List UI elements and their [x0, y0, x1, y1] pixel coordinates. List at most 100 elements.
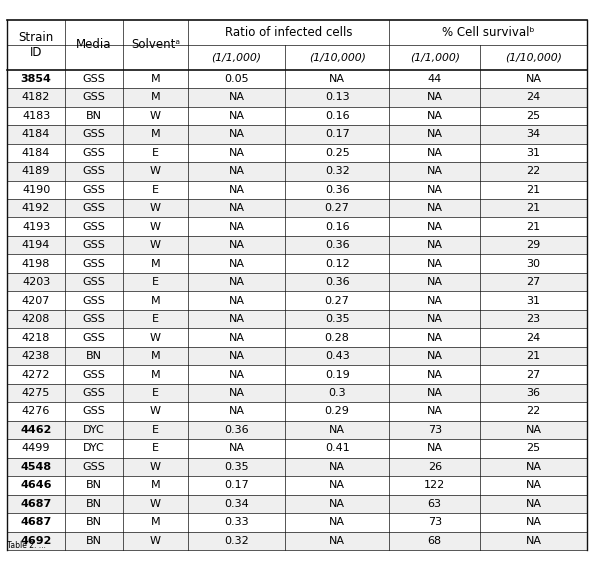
Text: NA: NA: [426, 370, 443, 379]
Text: GSS: GSS: [83, 185, 106, 195]
Text: 0.34: 0.34: [224, 499, 249, 509]
Text: NA: NA: [526, 536, 542, 546]
Text: % Cell survivalᵇ: % Cell survivalᵇ: [442, 26, 534, 39]
Text: 0.19: 0.19: [325, 370, 349, 379]
Text: NA: NA: [426, 129, 443, 139]
Text: 0.16: 0.16: [325, 222, 349, 232]
Text: NA: NA: [228, 240, 244, 250]
Text: NA: NA: [426, 407, 443, 416]
Text: BN: BN: [86, 536, 102, 546]
Text: E: E: [152, 443, 159, 454]
Text: M: M: [150, 480, 160, 490]
Text: GSS: GSS: [83, 222, 106, 232]
Bar: [7, 328, 587, 347]
Text: Table 2. ...: Table 2. ...: [7, 541, 46, 550]
Text: Solventᵃ: Solventᵃ: [131, 39, 180, 51]
Text: 0.05: 0.05: [224, 74, 249, 84]
Text: 4548: 4548: [21, 462, 52, 472]
Text: GSS: GSS: [83, 259, 106, 269]
Text: 0.36: 0.36: [224, 425, 249, 435]
Text: M: M: [150, 351, 160, 361]
Text: GSS: GSS: [83, 333, 106, 342]
Text: GSS: GSS: [83, 129, 106, 139]
Text: 27: 27: [526, 370, 541, 379]
Text: 0.12: 0.12: [325, 259, 349, 269]
Text: NA: NA: [426, 314, 443, 324]
Text: 4194: 4194: [22, 240, 50, 250]
Text: 0.35: 0.35: [224, 462, 249, 472]
Text: 4184: 4184: [22, 129, 50, 139]
Text: NA: NA: [228, 92, 244, 103]
Text: GSS: GSS: [83, 407, 106, 416]
Text: 4646: 4646: [20, 480, 52, 490]
Text: GSS: GSS: [83, 295, 106, 306]
Text: BN: BN: [86, 517, 102, 527]
Text: 22: 22: [526, 166, 541, 176]
Bar: [7, 273, 587, 291]
Text: NA: NA: [228, 407, 244, 416]
Text: M: M: [150, 259, 160, 269]
Text: M: M: [150, 295, 160, 306]
Text: NA: NA: [426, 333, 443, 342]
Text: 0.16: 0.16: [325, 111, 349, 121]
Text: 31: 31: [526, 148, 541, 158]
Text: E: E: [152, 425, 159, 435]
Text: NA: NA: [526, 462, 542, 472]
Text: DYC: DYC: [83, 443, 105, 454]
Text: 21: 21: [526, 185, 541, 195]
Text: NA: NA: [426, 185, 443, 195]
Text: 0.32: 0.32: [325, 166, 349, 176]
Text: M: M: [150, 517, 160, 527]
Bar: [7, 347, 587, 365]
Bar: [7, 439, 587, 458]
Text: GSS: GSS: [83, 203, 106, 213]
Text: NA: NA: [426, 111, 443, 121]
Text: GSS: GSS: [83, 92, 106, 103]
Text: 4189: 4189: [22, 166, 50, 176]
Text: NA: NA: [228, 333, 244, 342]
Bar: [7, 458, 587, 476]
Text: 4275: 4275: [22, 388, 50, 398]
Text: BN: BN: [86, 499, 102, 509]
Text: NA: NA: [228, 185, 244, 195]
Text: 0.3: 0.3: [328, 388, 346, 398]
Text: BN: BN: [86, 351, 102, 361]
Text: 4238: 4238: [22, 351, 50, 361]
Bar: [7, 365, 587, 384]
Bar: [7, 180, 587, 199]
Text: W: W: [150, 407, 161, 416]
Text: 0.36: 0.36: [325, 240, 349, 250]
Text: W: W: [150, 222, 161, 232]
Text: GSS: GSS: [83, 74, 106, 84]
Text: 31: 31: [526, 295, 541, 306]
Bar: [7, 291, 587, 310]
Text: 4218: 4218: [22, 333, 50, 342]
Text: W: W: [150, 536, 161, 546]
Text: E: E: [152, 388, 159, 398]
Text: 4207: 4207: [22, 295, 50, 306]
Bar: [7, 70, 587, 88]
Text: 4198: 4198: [22, 259, 50, 269]
Bar: [7, 310, 587, 328]
Bar: [7, 218, 587, 236]
Text: 122: 122: [424, 480, 446, 490]
Text: (1/10,000): (1/10,000): [309, 52, 366, 62]
Text: NA: NA: [329, 480, 345, 490]
Text: (1/1,000): (1/1,000): [410, 52, 460, 62]
Text: NA: NA: [426, 92, 443, 103]
Bar: [7, 143, 587, 162]
Text: 21: 21: [526, 203, 541, 213]
Text: 24: 24: [526, 333, 541, 342]
Text: Strain
ID: Strain ID: [18, 31, 53, 59]
Text: 0.32: 0.32: [224, 536, 249, 546]
Text: 0.28: 0.28: [325, 333, 350, 342]
Text: NA: NA: [329, 536, 345, 546]
Text: NA: NA: [526, 480, 542, 490]
Text: NA: NA: [426, 277, 443, 287]
Text: 0.35: 0.35: [325, 314, 349, 324]
Text: 0.27: 0.27: [325, 295, 350, 306]
Text: NA: NA: [426, 148, 443, 158]
Text: M: M: [150, 92, 160, 103]
Text: NA: NA: [526, 499, 542, 509]
Bar: [7, 255, 587, 273]
